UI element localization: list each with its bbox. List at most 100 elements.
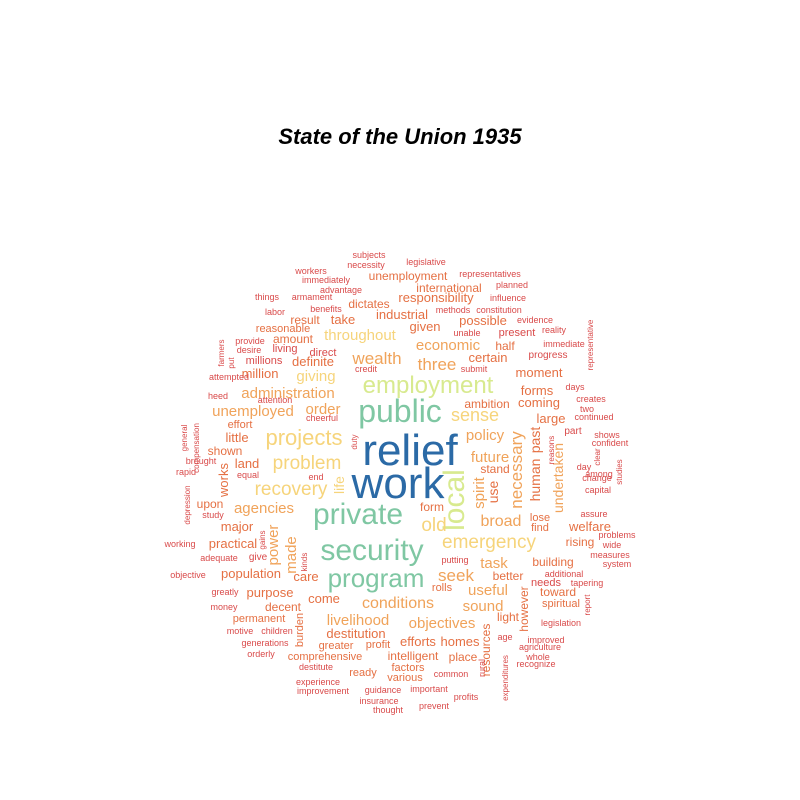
word-profit: profit xyxy=(366,639,390,651)
word-capital: capital xyxy=(585,485,611,495)
word-agriculture: agriculture xyxy=(519,642,561,652)
word-improvement: improvement xyxy=(297,686,350,696)
word-kinds: kinds xyxy=(300,553,309,572)
word-desire: desire xyxy=(237,345,262,355)
word-direct: direct xyxy=(310,347,337,359)
word-system: system xyxy=(603,559,632,569)
word-millions: millions xyxy=(246,355,283,367)
word-things: things xyxy=(255,292,280,302)
word-part: part xyxy=(564,426,581,437)
word-tapering: tapering xyxy=(571,578,604,588)
word-decent: decent xyxy=(265,600,302,614)
word-come: come xyxy=(308,591,340,606)
word-task: task xyxy=(480,555,508,572)
word-burden: burden xyxy=(294,613,306,647)
word-greater: greater xyxy=(319,640,354,652)
word-form: form xyxy=(420,500,444,514)
word-immediately: immediately xyxy=(302,275,351,285)
word-certain: certain xyxy=(468,350,507,365)
word-among: among xyxy=(585,469,613,479)
word-studies: studies xyxy=(615,459,624,484)
word-major: major xyxy=(221,519,254,534)
word-seek: seek xyxy=(438,566,474,585)
word-emergency: emergency xyxy=(442,532,536,553)
word-sense: sense xyxy=(451,405,499,425)
word-old: old xyxy=(421,515,446,536)
word-policy: policy xyxy=(466,427,505,444)
word-needs: needs xyxy=(531,577,561,589)
word-moment: moment xyxy=(516,365,563,380)
word-prevent: prevent xyxy=(419,701,450,711)
chart-title: State of the Union 1935 xyxy=(278,124,522,149)
word-necessity: necessity xyxy=(347,260,385,270)
word-influence: influence xyxy=(490,293,526,303)
word-problem: problem xyxy=(273,453,342,474)
word-unemployment: unemployment xyxy=(369,269,448,283)
word-equal: equal xyxy=(237,470,259,480)
word-end: end xyxy=(308,472,323,482)
word-objective: objective xyxy=(170,570,206,580)
word-place: place xyxy=(449,650,478,664)
word-factors: factors xyxy=(391,662,425,674)
word-three: three xyxy=(418,355,457,374)
word-reasonable: reasonable xyxy=(256,323,310,335)
word-depression: depression xyxy=(183,485,192,524)
word-resources: resources xyxy=(479,624,493,677)
word-recognize: recognize xyxy=(516,659,555,669)
word-brought: brought xyxy=(186,456,217,466)
word-undertaken: undertaken xyxy=(550,443,566,513)
word-adequate: adequate xyxy=(200,553,238,563)
word-intelligent: intelligent xyxy=(388,649,439,663)
word-thought: thought xyxy=(373,705,404,715)
word-power: power xyxy=(265,525,282,566)
word-program: program xyxy=(328,563,425,593)
word-gains: gains xyxy=(258,530,267,549)
word-employment: employment xyxy=(363,372,494,399)
word-take: take xyxy=(331,312,356,327)
word-human: human xyxy=(527,459,543,502)
word-study: study xyxy=(202,510,224,520)
word-progress: progress xyxy=(529,350,568,361)
word-coming: coming xyxy=(518,395,560,410)
word-livelihood: livelihood xyxy=(327,612,390,629)
word-putting: putting xyxy=(441,555,468,565)
word-broad: broad xyxy=(481,513,522,530)
word-continued: continued xyxy=(574,412,613,422)
word-subjects: subjects xyxy=(352,250,386,260)
word-assure: assure xyxy=(580,509,607,519)
word-public: public xyxy=(358,393,442,429)
word-possible: possible xyxy=(459,313,507,328)
word-present: present xyxy=(499,327,536,339)
word-days: days xyxy=(565,382,585,392)
word-experience: experience xyxy=(296,677,340,687)
word-land: land xyxy=(235,456,260,471)
word-destitute: destitute xyxy=(299,662,333,672)
word-report: report xyxy=(583,594,592,616)
word-projects: projects xyxy=(265,425,342,450)
word-creates: creates xyxy=(576,394,606,404)
word-comprehensive: comprehensive xyxy=(288,651,363,663)
word-submit: submit xyxy=(461,364,488,374)
word-conditions: conditions xyxy=(362,595,434,612)
word-armament: armament xyxy=(292,292,333,302)
word-lose: lose xyxy=(530,512,550,524)
word-methods: methods xyxy=(436,305,471,315)
word-confident: confident xyxy=(592,438,629,448)
word-life: life xyxy=(331,476,347,494)
word-administration: administration xyxy=(241,385,334,402)
word-throughout: throughout xyxy=(324,327,397,344)
word-rural: rural xyxy=(477,659,487,677)
word-recovery: recovery xyxy=(255,479,328,500)
word-upon: upon xyxy=(197,497,224,511)
word-industrial: industrial xyxy=(376,307,428,322)
word-unable: unable xyxy=(453,328,480,338)
word-guidance: guidance xyxy=(365,685,402,695)
word-shown: shown xyxy=(208,444,243,458)
word-attempted: attempted xyxy=(209,372,249,382)
word-million: million xyxy=(242,366,279,381)
word-spiritual: spiritual xyxy=(542,598,580,610)
word-however: however xyxy=(517,586,531,631)
word-welfare: welfare xyxy=(568,519,611,534)
word-effort: effort xyxy=(228,419,253,431)
word-efforts: efforts xyxy=(400,634,436,649)
